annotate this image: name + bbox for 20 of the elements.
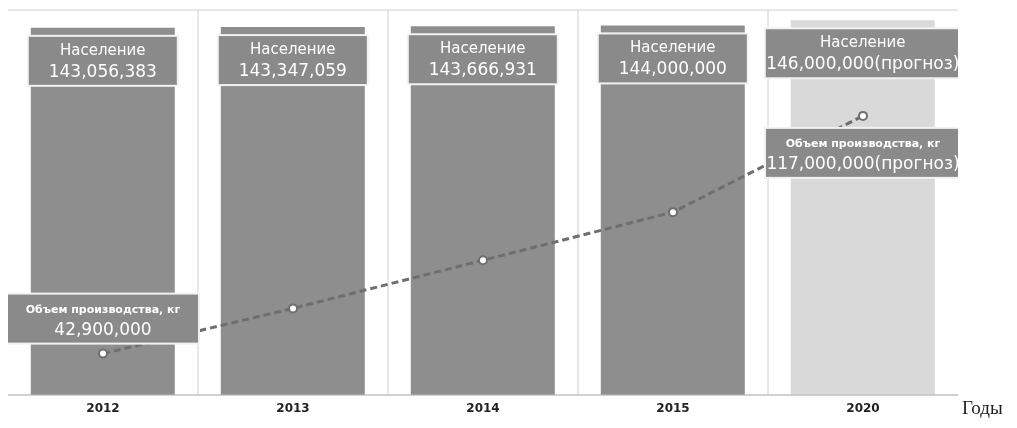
series-label: Объем производства, кг [785,136,941,150]
x-tick-label: 2014 [466,400,500,415]
x-tick-label: 2020 [846,400,880,415]
x-tick-label: 2015 [656,400,690,415]
data-label: 117,000,000(прогноз) [766,152,960,173]
data-label: 146,000,000(прогноз) [766,53,960,74]
data-label: 143,347,059 [238,60,347,81]
series-label: Население [60,40,146,59]
text: Население [630,38,716,57]
x-axis-title: Годы [962,397,1003,419]
data-label: 143,056,383 [48,60,157,81]
text: Население [440,39,526,58]
text: Население [820,33,906,52]
data-label: 42,900,000 [54,318,152,339]
text: Население [250,40,336,59]
data-label: 144,000,000 [618,58,727,79]
data-label: 143,666,931 [428,59,537,80]
text: Объем производства, кг [25,302,181,316]
x-tick-label: 2013 [276,400,310,415]
x-tick-label: 2012 [86,400,120,415]
